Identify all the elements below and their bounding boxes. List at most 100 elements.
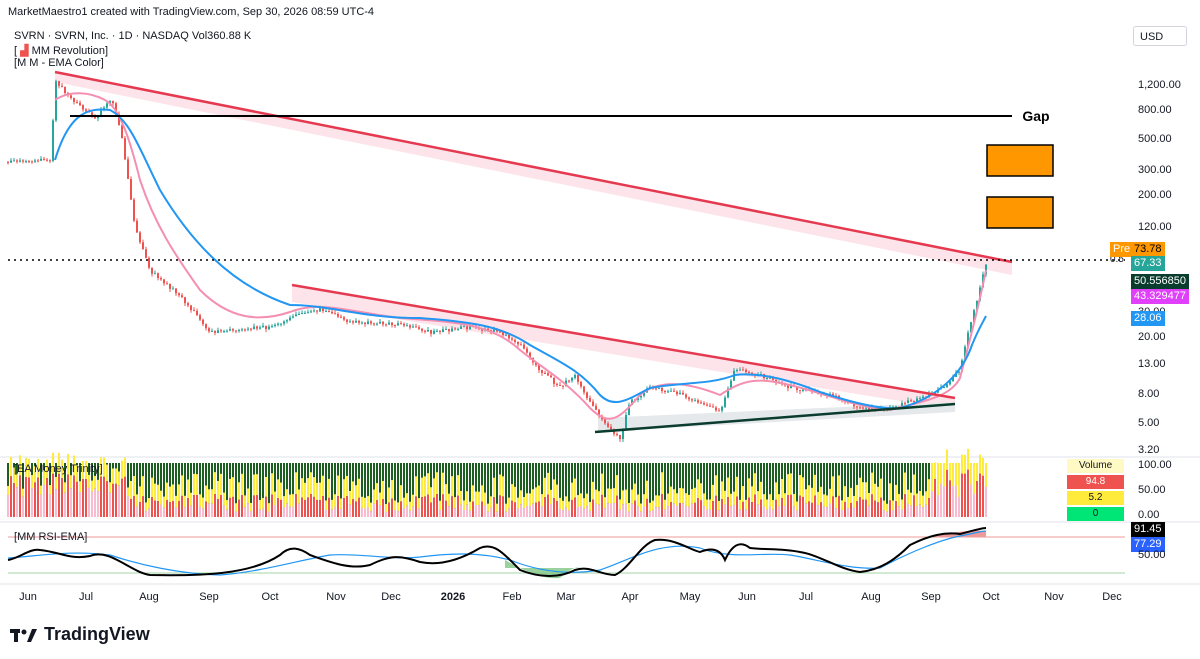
money-bar-yellow — [643, 494, 645, 507]
candle-body — [106, 103, 108, 108]
money-bar-green — [367, 463, 369, 517]
money-bar-red — [196, 495, 198, 517]
candle-body — [34, 160, 36, 162]
indicator-legend-2[interactable]: [M M - EMA Color] — [14, 57, 104, 69]
money-bar-red — [508, 508, 510, 517]
candle-body — [112, 100, 114, 104]
money-bar-yellow — [25, 457, 27, 478]
money-bar-red — [187, 498, 189, 517]
candle-body — [64, 86, 66, 94]
money-bar-red — [184, 507, 186, 517]
money-bar-red — [148, 508, 150, 517]
money-bar-yellow — [829, 488, 831, 504]
volume-value: 360.88 K — [207, 30, 252, 42]
money-bar-yellow — [550, 489, 552, 505]
money-bar-red — [250, 511, 252, 517]
money-bar-red — [595, 503, 597, 517]
tradingview-logo[interactable]: TradingView — [10, 624, 150, 645]
money-bar-green — [604, 463, 606, 517]
money-bar-red — [301, 497, 303, 517]
money-bar-red — [868, 505, 870, 517]
money-bar-yellow — [928, 479, 930, 499]
candle-body — [16, 160, 18, 162]
candle-body — [970, 322, 972, 333]
money-bar-red — [163, 507, 165, 517]
candle-body — [463, 326, 465, 328]
money-bar-red — [262, 508, 264, 517]
mid-trendline[interactable] — [291, 283, 956, 400]
money-bar-red — [64, 492, 66, 517]
money-bar-yellow — [745, 499, 747, 510]
money-bar-red — [685, 505, 687, 517]
money-bar-red — [46, 478, 48, 517]
money-bar-red — [829, 503, 831, 517]
money-bar-green — [460, 463, 462, 517]
orange-box-lower[interactable] — [986, 196, 1054, 229]
money-bar-green — [637, 463, 639, 517]
indicator-legend-1[interactable]: [ ▟ MM Revolution] — [14, 45, 109, 57]
money-bar-yellow — [826, 495, 828, 508]
symbol-text[interactable]: SVRN · SVRN, Inc. · 1D · NASDAQ — [14, 30, 189, 42]
money-bar-green — [439, 463, 441, 517]
candle-body — [271, 325, 273, 327]
candle-body — [184, 297, 186, 304]
money-bar-red — [709, 509, 711, 517]
money-bar-yellow — [658, 495, 660, 508]
money-bar-yellow — [850, 487, 852, 503]
money-bar-yellow — [91, 480, 93, 492]
candle-body — [787, 385, 789, 389]
money-bar-yellow — [727, 477, 729, 498]
money-bar-yellow — [442, 472, 444, 495]
candle-body — [703, 403, 705, 405]
money-bar-yellow — [37, 458, 39, 478]
candle-body — [721, 406, 723, 411]
money-bar-red — [466, 504, 468, 517]
candle-body — [553, 377, 555, 384]
candle-body — [559, 384, 561, 386]
money-bar-yellow — [538, 485, 540, 502]
candle-body — [583, 386, 585, 393]
money-bar-yellow — [13, 467, 15, 484]
candle-body — [520, 344, 522, 346]
money-bar-red — [316, 500, 318, 517]
money-bar-red — [505, 511, 507, 517]
candle-body — [397, 323, 399, 326]
currency-button[interactable]: USD — [1133, 26, 1187, 46]
tradingview-logo-icon — [10, 628, 37, 642]
money-bar-red — [208, 503, 210, 517]
money-bar-red — [85, 479, 87, 517]
money-bar-yellow — [856, 484, 858, 502]
money-bar-yellow — [973, 484, 975, 494]
money-bar-red — [319, 499, 321, 517]
upper-trendline[interactable] — [54, 70, 1013, 264]
money-bar-red — [688, 506, 690, 517]
money-bar-red — [433, 497, 435, 517]
money-bar-yellow — [301, 478, 303, 498]
money-bar-yellow — [685, 493, 687, 506]
money-bar-yellow — [466, 491, 468, 505]
money-bar-red — [778, 506, 780, 517]
time-axis-label: Oct — [982, 591, 1000, 603]
money-bar-red — [889, 500, 891, 517]
money-bar-yellow — [610, 488, 612, 504]
candle-body — [370, 321, 372, 324]
candle-body — [199, 315, 201, 320]
candle-body — [241, 329, 243, 331]
money-bar-red — [253, 495, 255, 517]
candle-body — [175, 288, 177, 294]
price-axis-tick: 300.00 — [1138, 164, 1172, 177]
money-bar-green — [853, 463, 855, 517]
candle-body — [796, 386, 798, 390]
money-bar-yellow — [331, 499, 333, 510]
money-bar-red — [610, 503, 612, 517]
candle-body — [196, 310, 198, 316]
money-bar-green — [160, 463, 162, 517]
money-bar-red — [526, 505, 528, 517]
price-axis-tick: 5.00 — [1138, 416, 1160, 429]
money-bar-red — [598, 504, 600, 517]
orange-box-upper[interactable] — [986, 144, 1054, 177]
money-bar-yellow — [109, 482, 111, 493]
money-bar-red — [619, 509, 621, 517]
support-trendline[interactable] — [594, 402, 956, 434]
